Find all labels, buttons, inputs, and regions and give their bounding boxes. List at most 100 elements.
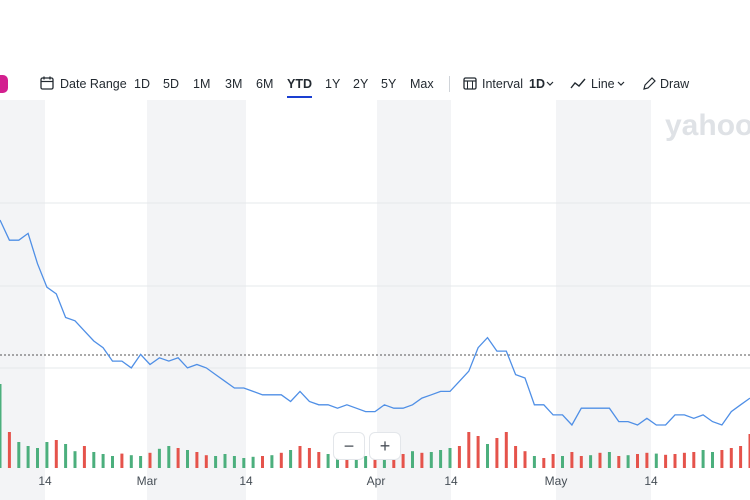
calendar-icon[interactable] [40,70,54,98]
range-1d[interactable]: 1D [134,77,150,91]
volume-bar [148,452,152,468]
volume-bar [129,455,133,468]
interval-label[interactable]: Interval [482,77,523,91]
volume-bar [561,456,564,468]
volume-bar [26,446,30,468]
volume-bar [36,448,39,468]
volume-bar [439,450,443,468]
volume-bar [345,456,349,468]
volume-bar [204,455,208,468]
volume-bar [729,448,733,468]
watermark: yahoo [665,109,750,142]
range-2y[interactable]: 2Y [353,77,369,91]
volume-bar [354,456,358,468]
volume-bar [45,442,49,468]
volume-bar [673,454,677,468]
range-1m[interactable]: 1M [193,77,211,91]
x-tick-label: May [545,474,568,488]
volume-bar [82,446,86,468]
volume-bar [167,446,171,468]
volume-bar [748,434,750,468]
x-tick-label: 14 [444,474,458,488]
range-5d[interactable]: 5D [163,77,179,91]
volume-bar [279,452,283,468]
volume-bar [570,452,574,468]
x-tick-label: 14 [644,474,658,488]
chevron-down-icon[interactable] [617,70,625,98]
volume-bar [514,446,518,468]
volume-bar [401,454,405,468]
range-ytd[interactable]: YTD [287,70,312,98]
month-shade [147,100,246,500]
volume-bar [17,442,21,468]
volume-bar [420,452,424,468]
volume-bar [326,454,330,468]
range-5y[interactable]: 5Y [381,77,397,91]
volume-bar [186,450,189,468]
volume-bar [429,452,433,468]
volume-bar [195,452,199,468]
range-6m[interactable]: 6M [256,77,274,91]
x-tick-label: Mar [137,474,158,488]
volume-bar [64,444,68,468]
volume-bar [654,453,658,468]
volume-bar [157,448,161,468]
volume-bar [692,452,696,468]
month-shade [556,100,651,500]
volume-bar [682,452,686,468]
zoom-in-button[interactable]: + [369,432,401,460]
line-chart-icon[interactable] [570,70,586,98]
volume-bar [54,440,58,468]
volume-bar [289,450,293,468]
volume-bar [101,454,105,468]
volume-bar [598,452,602,468]
volume-bar [457,446,461,468]
interval-value[interactable]: 1D [529,77,545,91]
volume-bar [270,455,274,468]
volume-bar [139,456,143,468]
volume-bar [411,451,414,468]
zoom-out-button[interactable]: − [333,432,365,460]
volume-bar [0,384,2,468]
volume-bar [636,454,639,468]
chart-type-button[interactable]: Line [591,77,615,91]
toolbar-divider [449,76,450,92]
chart-toolbar: Date Range 1D 5D 1M 3M 6M YTD 1Y 2Y 5Y M… [0,70,750,98]
volume-bar [607,452,611,468]
volume-bar [523,451,527,468]
volume-bar [261,456,264,468]
volume-bar [232,456,236,468]
volume-bar [364,456,368,468]
chevron-down-icon[interactable] [546,70,554,98]
range-max[interactable]: Max [410,77,434,91]
range-1y[interactable]: 1Y [325,77,341,91]
x-tick-label: Apr [367,474,386,488]
volume-bar [382,455,386,468]
date-range-button[interactable]: Date Range [60,77,127,91]
volume-bar [617,456,621,468]
month-shade [0,100,45,500]
volume-bar [448,448,452,468]
x-tick-label: 14 [38,474,52,488]
interval-icon[interactable] [463,70,477,98]
volume-bar [711,452,714,468]
volume-bar [7,432,11,468]
volume-bar [214,456,218,468]
volume-bar [504,432,508,468]
volume-bar [223,454,227,468]
draw-button[interactable]: Draw [660,77,690,91]
volume-bar [317,452,321,468]
volume-bar [467,432,471,468]
pencil-icon[interactable] [642,70,656,98]
volume-bar [542,458,546,468]
volume-bar [176,448,180,468]
volume-bar [92,452,96,468]
price-chart[interactable]: yahoo 14 Mar 14 Apr 14 May 14 [0,100,750,500]
volume-bar [242,458,246,468]
logo-chip [0,75,8,93]
range-3m[interactable]: 3M [225,77,243,91]
volume-bar [476,436,480,468]
volume-bar [626,455,630,468]
volume-bar [532,456,536,468]
volume-bar [720,450,724,468]
